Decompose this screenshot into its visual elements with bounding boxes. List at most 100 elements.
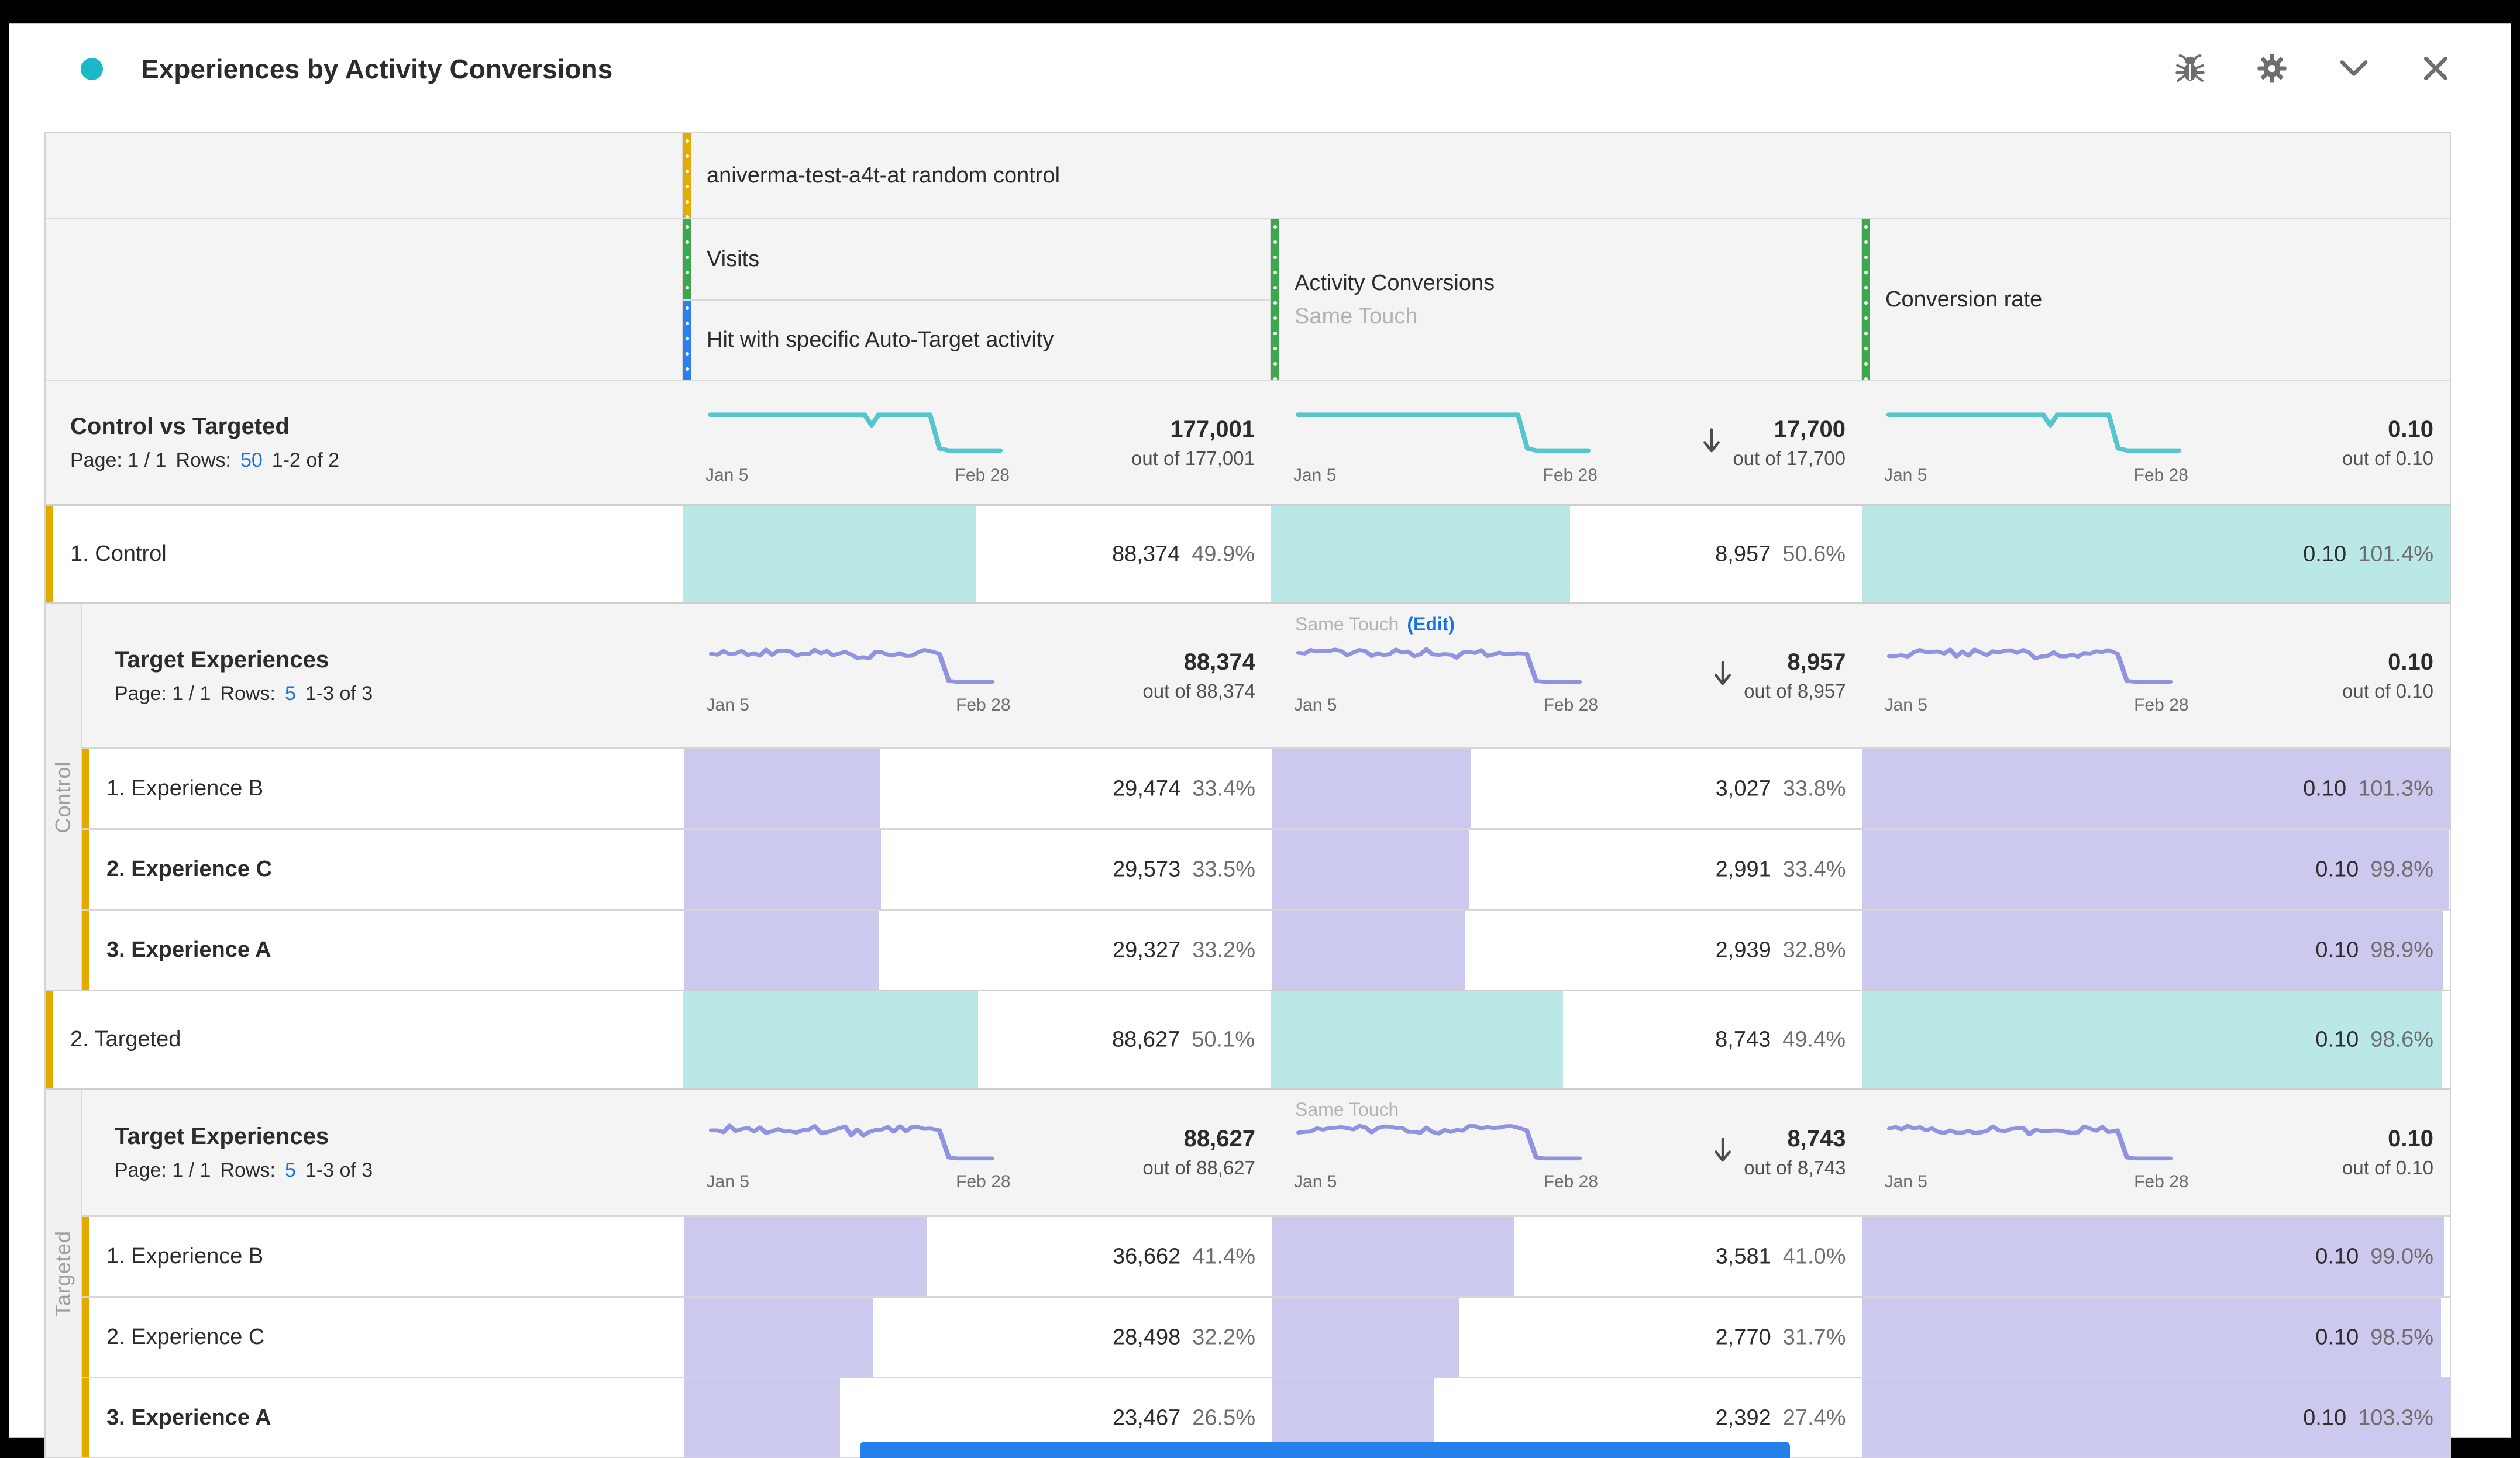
row-color-bar [82, 1298, 89, 1377]
spark-date-start: Jan 5 [705, 466, 749, 485]
visits-metric-chip[interactable]: Visits [683, 219, 1270, 299]
row-label-cell[interactable]: 1. Experience B [82, 749, 684, 828]
header-corner-cell-2 [46, 219, 683, 380]
bar-fill [1271, 506, 1571, 602]
conversions-percent: 49.4% [1782, 1027, 1846, 1052]
row-label-cell[interactable]: 3. Experience A [82, 1378, 684, 1457]
visits-outof: out of 88,374 [1142, 680, 1256, 702]
rate-percent: 101.4% [2358, 542, 2433, 566]
row-color-bar [46, 991, 53, 1088]
row-color-bar [46, 506, 53, 602]
visits-cell[interactable]: 88,627 50.1% [683, 991, 1271, 1088]
conversion-rate-chip[interactable]: Conversion rate [1862, 219, 2450, 380]
rate-cell[interactable]: 0.10 101.4% [1862, 506, 2450, 602]
conversions-cell[interactable]: 2,991 33.4% [1271, 830, 1863, 909]
spark-date-start: Jan 5 [1294, 1171, 1337, 1191]
rows-count-link[interactable]: 5 [284, 682, 296, 705]
bar-fill [1862, 911, 2443, 990]
conversions-cell[interactable]: 3,027 33.8% [1271, 749, 1863, 828]
table-row-experience[interactable]: 2. Experience C 28,498 32.2% 2,770 31.7% [82, 1296, 2450, 1377]
conversions-cell[interactable]: 8,743 49.4% [1271, 991, 1862, 1088]
rows-label: Rows: [175, 449, 231, 471]
bar-fill [684, 1217, 928, 1296]
pagination: Page: 1 / 1 Rows: 5 1-3 of 3 [115, 683, 684, 705]
visits-cell[interactable]: 29,327 33.2% [684, 911, 1272, 990]
rate-cell[interactable]: 0.10 101.3% [1862, 749, 2450, 828]
row-label-cell[interactable]: 1. Experience B [82, 1217, 684, 1296]
spark-date-start: Jan 5 [706, 695, 749, 715]
table-row-experience[interactable]: 2. Experience C 29,573 33.5% 2,991 33.4% [82, 828, 2450, 909]
table-row-experience[interactable]: 1. Experience B 29,474 33.4% 3,027 33.8% [82, 747, 2450, 828]
pagination: Page: 1 / 1 Rows: 5 1-3 of 3 [115, 1159, 684, 1182]
bar-fill [1271, 749, 1472, 828]
attribution-model-note: Same Touch (Edit) [1295, 613, 1455, 635]
panel-accent-dot [81, 58, 103, 80]
sort-descending-icon[interactable] [1712, 1136, 1733, 1169]
page-indicator: Page: 1 / 1 [70, 449, 167, 471]
row-label-cell[interactable]: 2. Experience C [82, 830, 684, 909]
experience-label: 3. Experience A [106, 1405, 271, 1430]
row-label-cell[interactable]: 3. Experience A [82, 911, 684, 990]
rows-count-link[interactable]: 5 [284, 1159, 296, 1181]
visits-cell[interactable]: 29,573 33.5% [684, 830, 1272, 909]
rate-cell[interactable]: 0.10 98.9% [1862, 911, 2450, 990]
visits-cell[interactable]: 23,467 26.5% [684, 1378, 1272, 1457]
breakdown-label-cell: Target Experiences Page: 1 / 1 Rows: 5 1… [82, 1090, 684, 1215]
rate-outof: out of 0.10 [2342, 1157, 2434, 1178]
same-touch-label: Same Touch [1295, 613, 1399, 635]
sort-descending-icon[interactable] [1712, 660, 1733, 692]
rate-cell[interactable]: 0.10 98.6% [1862, 991, 2450, 1088]
conversions-summary-cell: Same Touch Jan 5 Feb 28 8,743 [1272, 1090, 1863, 1215]
experiences-panel: Experiences by Activity Conversions [9, 23, 2511, 1458]
row-label-cell[interactable]: 1. Control [46, 506, 683, 602]
visits-cell[interactable]: 88,374 49.9% [683, 506, 1271, 602]
segment-chip[interactable]: aniverma-test-a4t-at random control [683, 133, 2450, 218]
row-label-cell[interactable]: 2. Targeted [46, 991, 683, 1088]
edit-link[interactable]: (Edit) [1407, 613, 1455, 635]
row-label-cell[interactable]: 2. Experience C [82, 1298, 684, 1377]
rows-label: Rows: [220, 1159, 276, 1181]
activity-conversions-chip[interactable]: Activity Conversions Same Touch [1271, 219, 1862, 380]
visits-percent: 33.5% [1192, 857, 1255, 881]
row-color-bar [82, 1378, 89, 1457]
conversions-sparkline: Jan 5 Feb 28 [1294, 637, 1598, 715]
bar-fill [684, 749, 880, 828]
spark-date-start: Jan 5 [1884, 695, 1927, 715]
conversions-cell[interactable]: 3,581 41.0% [1271, 1217, 1863, 1296]
rate-cell[interactable]: 0.10 99.8% [1862, 830, 2450, 909]
rows-count-link[interactable]: 50 [240, 449, 263, 471]
debug-icon[interactable] [2174, 52, 2206, 85]
rate-outof: out of 0.10 [2342, 447, 2433, 469]
visits-value: 29,573 [1113, 857, 1181, 881]
metric-header-row: Visits Hit with specific Auto-Target act… [46, 219, 2450, 380]
breakdown-title: Target Experiences [115, 1123, 329, 1149]
table-row-experience[interactable]: 3. Experience A 29,327 33.2% 2,939 32.8% [82, 909, 2450, 990]
conversions-cell[interactable]: 2,939 32.8% [1271, 911, 1863, 990]
conversions-sparkline: Jan 5 Feb 28 [1294, 1114, 1598, 1192]
table-row-control[interactable]: 1. Control 88,374 49.9% 8,957 50.6% 0.10 10… [46, 504, 2450, 602]
settings-gear-icon[interactable] [2256, 52, 2288, 85]
rate-value: 0.10 [2315, 1325, 2359, 1349]
attribution-model-note: Same Touch [1295, 1099, 1399, 1121]
visits-percent: 33.2% [1192, 937, 1255, 962]
close-icon[interactable] [2419, 52, 2452, 85]
sort-descending-icon[interactable] [1701, 427, 1722, 459]
table-row-targeted[interactable]: 2. Targeted 88,627 50.1% 8,743 49.4% 0.10 9… [46, 990, 2450, 1088]
spark-date-end: Feb 28 [1543, 1171, 1599, 1191]
collapse-chevron-icon[interactable] [2337, 52, 2370, 85]
conversions-cell[interactable]: 8,957 50.6% [1271, 506, 1862, 602]
bar-fill [683, 991, 978, 1088]
row-color-bar [82, 830, 89, 909]
visits-outof: out of 88,627 [1142, 1157, 1256, 1178]
visits-cell[interactable]: 36,662 41.4% [684, 1217, 1272, 1296]
table-row-experience[interactable]: 1. Experience B 36,662 41.4% 3,581 41.0% [82, 1215, 2450, 1296]
experience-label: 1. Experience B [106, 776, 264, 801]
rate-cell[interactable]: 0.10 103.3% [1862, 1378, 2450, 1457]
visits-cell[interactable]: 29,474 33.4% [684, 749, 1272, 828]
visits-cell[interactable]: 28,498 32.2% [684, 1298, 1272, 1377]
conversions-cell[interactable]: 2,770 31.7% [1271, 1298, 1863, 1377]
rate-cell[interactable]: 0.10 99.0% [1862, 1217, 2450, 1296]
hit-segment-chip[interactable]: Hit with specific Auto-Target activity [683, 299, 1270, 380]
rate-cell[interactable]: 0.10 98.5% [1862, 1298, 2450, 1377]
